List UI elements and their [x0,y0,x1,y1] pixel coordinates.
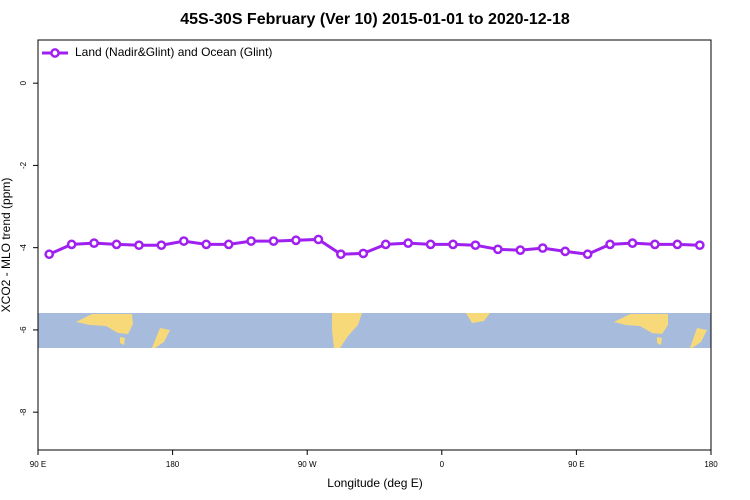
point [448,239,458,250]
chart-title: 45S-30S February (Ver 10) 2015-01-01 to … [180,11,570,28]
y-tick-label: -4 [19,244,28,252]
land [76,314,133,334]
point [134,240,144,251]
point [313,234,324,245]
point [268,236,279,246]
y-tick-label: 0 [19,80,28,85]
point [627,238,638,248]
x-tick-label: 180 [704,460,718,469]
ocean [38,313,711,348]
x-tick-label: 90 E [30,460,46,469]
point [201,239,212,250]
point [358,248,369,259]
point [537,243,548,253]
point [694,240,705,251]
land [466,313,490,323]
land [657,337,662,345]
point [44,249,55,260]
point [291,235,301,246]
land [690,328,707,348]
y-tick-label: -8 [19,408,28,416]
map-strip [38,313,711,348]
legend-marker [50,48,60,58]
point [470,240,481,251]
point [425,239,436,250]
series-line [48,237,700,256]
point [246,236,256,246]
x-tick-label: 90 W [298,460,317,469]
point [223,239,234,250]
x-tick-label: 180 [166,460,180,469]
legend-label: Land (Nadir&Glint) and Ocean (Glint) [75,45,272,59]
x-tick-label: 90 E [568,460,584,469]
land [120,337,125,345]
y-tick-label: -2 [19,161,28,169]
point [156,240,167,251]
x-axis-label: Longitude (deg E) [327,476,422,490]
point [66,239,77,250]
land [332,313,362,348]
point [672,239,683,250]
point [493,244,503,255]
point [380,239,391,250]
point [560,246,571,257]
y-tick-label: -6 [19,326,28,334]
point [178,236,189,246]
plot-frame [37,39,712,451]
point [582,249,593,260]
point [403,238,413,248]
y-axis-label: XCO2 - MLO trend (ppm) [0,178,13,313]
point [515,245,526,255]
point [650,239,660,250]
point [111,239,122,250]
point [336,249,346,260]
point [89,238,99,248]
land [614,314,668,334]
x-tick-label: 0 [440,460,445,469]
point [605,239,615,250]
land [152,328,170,348]
